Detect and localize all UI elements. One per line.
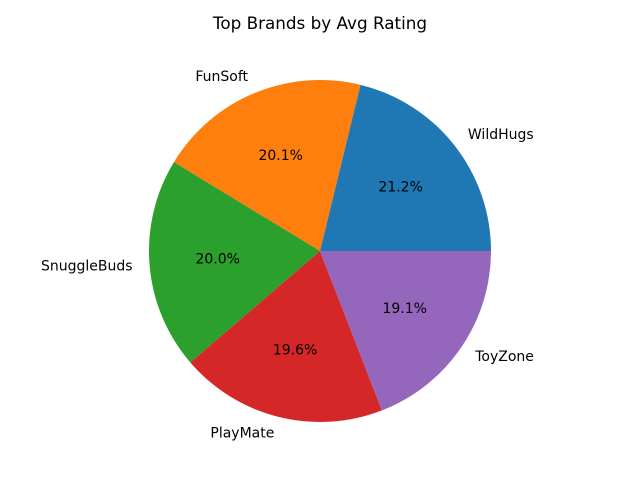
- pie-slice-toyzone: [320, 251, 491, 411]
- pie-slice-snugglebuds: [149, 162, 320, 363]
- chart-title: Top Brands by Avg Rating: [212, 13, 427, 33]
- slice-label-wildhugs: WildHugs: [468, 127, 534, 143]
- slice-percent-funsoft: 20.1%: [258, 148, 302, 164]
- pie-slice-wildhugs: [320, 84, 491, 251]
- pie-labels: WildHugs 21.2% FunSoft 20.1% SnuggleBuds 20.0…: [41, 69, 534, 441]
- slice-label-toyzone: ToyZone: [474, 349, 534, 365]
- slice-label-snugglebuds: SnuggleBuds: [41, 258, 133, 274]
- slice-percent-playmate: 19.6%: [273, 343, 317, 359]
- pie-slices: [149, 79, 491, 422]
- slice-percent-toyzone: 19.1%: [382, 301, 426, 317]
- slice-label-funsoft: FunSoft: [195, 69, 248, 85]
- slice-percent-wildhugs: 21.2%: [378, 180, 422, 196]
- slice-percent-snugglebuds: 20.0%: [195, 251, 239, 267]
- slice-label-playmate: PlayMate: [210, 425, 274, 441]
- pie-slice-playmate: [190, 251, 382, 422]
- pie-slice-funsoft: [173, 79, 361, 251]
